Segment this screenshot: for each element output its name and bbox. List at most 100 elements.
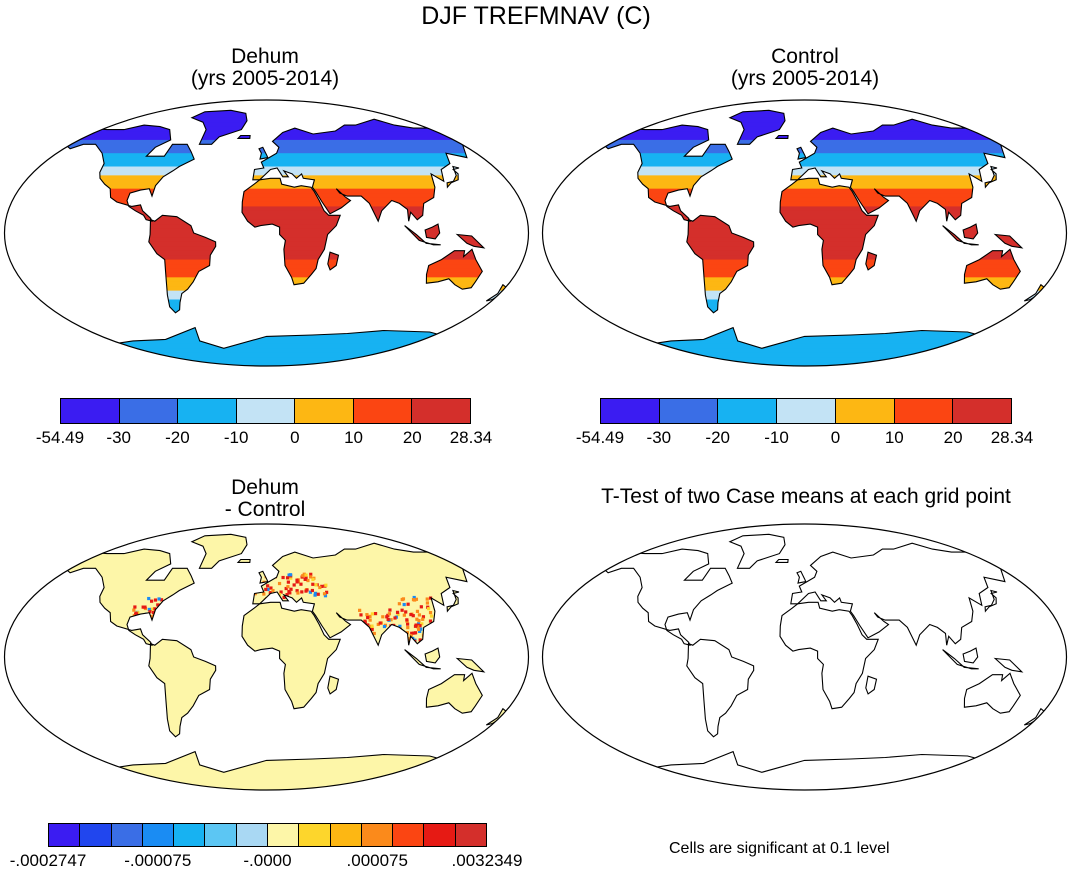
significance-note: Cells are significant at 0.1 level [669, 840, 890, 857]
control-colorbar-tick-label: 10 [884, 428, 904, 447]
diff-coastline-newguinea [455, 657, 486, 673]
diff-colorbar-swatch [361, 824, 394, 846]
diff-colorbar-swatch [174, 824, 206, 846]
dehum-coastline-iceland [236, 134, 251, 139]
control-colorbar-swatch [894, 399, 954, 423]
dehum-panel-title: Dehum (yrs 2005-2014) [135, 46, 395, 90]
dehum-coastline-europeAsia [252, 118, 480, 223]
dehum-coastline-greenland [190, 109, 248, 145]
ttest-coastline-europeAsia [790, 542, 1018, 647]
diff-colorbar-swatch [142, 824, 175, 846]
diff-coastline-australia [425, 672, 483, 714]
diff-coastline-japan [446, 589, 460, 613]
diff-colorbar-swatch [236, 824, 268, 846]
diff-colorbar-tick-label: -.000075 [124, 851, 192, 870]
diff-colorbar-tick-label: -.0000 [243, 851, 292, 870]
control-map-border [541, 99, 1068, 367]
diff-colorbar [48, 823, 487, 847]
diff-panel-title: Dehum - Control [135, 477, 395, 521]
dehum-coastline-newguinea [455, 233, 486, 249]
diff-colorbar-swatch [205, 824, 237, 846]
dehum-map [3, 99, 530, 367]
control-colorbar-tick-label: 0 [830, 428, 841, 447]
dehum-title-line1: Dehum [231, 45, 299, 68]
dehum-coastline-uk [258, 146, 269, 160]
control-coastline-madagascar [865, 251, 878, 271]
dehum-coastline-madagascar [327, 251, 340, 271]
control-panel-title: Control (yrs 2005-2014) [675, 46, 935, 90]
control-coastline-iceland [774, 134, 789, 139]
dehum-coastline-northAmerica [64, 124, 195, 223]
control-colorbar-swatch [835, 399, 895, 423]
ttest-coastline-japan [984, 589, 998, 613]
dehum-colorbar-tick-label: -20 [165, 428, 190, 447]
control-colorbar-swatch [601, 399, 660, 423]
control-colorbar-swatch [953, 399, 1012, 423]
dehum-colorbar-tick-label: -30 [106, 428, 131, 447]
ttest-coastline-iceland [774, 558, 789, 563]
ttest-coastline-indonesia [942, 649, 979, 670]
dehum-colorbar-swatch [236, 399, 296, 423]
ttest-coastline-australia [963, 672, 1021, 714]
diff-colorbar-swatch [455, 824, 486, 846]
control-colorbar-swatch [718, 399, 778, 423]
ttest-coastline-madagascar [865, 675, 878, 695]
diff-coastline-borneo [424, 647, 441, 664]
diff-coastline-northAmerica [64, 548, 195, 647]
diff-colorbar-tick-label: .0032349 [451, 851, 523, 870]
diff-coastline-southAmerica [148, 638, 217, 738]
dehum-colorbar-swatch [178, 399, 237, 423]
control-colorbar-tick-label: -54.49 [575, 428, 625, 447]
dehum-colorbar-tick-label: -10 [223, 428, 249, 447]
dehum-coastline-indonesia [404, 225, 441, 246]
main-title: DJF TREFMNAV (C) [421, 2, 651, 30]
diff-colorbar-swatch [267, 824, 300, 846]
diff-colorbar-swatch [80, 824, 112, 846]
ttest-coastline-southAmerica [686, 638, 755, 738]
control-colorbar-swatch [659, 399, 719, 423]
diff-colorbar-swatch [393, 824, 425, 846]
control-colorbar-tick-label: -20 [705, 428, 730, 447]
control-title-line2: (yrs 2005-2014) [730, 67, 880, 90]
control-colorbar-swatch [777, 399, 836, 423]
ttest-map [541, 523, 1068, 791]
control-coastline-indonesia [942, 225, 979, 246]
ttest-coastline-africa [779, 601, 879, 710]
diff-map-border [3, 523, 530, 791]
control-map [541, 99, 1068, 367]
dehum-colorbar [60, 398, 471, 424]
diff-coastline-uk [258, 570, 269, 584]
diff-colorbar-swatch [299, 824, 331, 846]
dehum-colorbar-swatch [295, 399, 354, 423]
dehum-colorbar-tick-label: 10 [344, 428, 364, 447]
dehum-colorbar-swatch [412, 399, 471, 423]
ttest-coastline-northAmerica [602, 548, 733, 647]
ttest-coastline-newguinea [993, 657, 1024, 673]
diff-coastline-africa [241, 601, 341, 710]
ttest-panel-title: T-Test of two Case means at each grid po… [601, 485, 1011, 508]
control-coastline-northAmerica [602, 124, 733, 223]
dehum-colorbar-swatch [61, 399, 120, 423]
diff-title-line2: - Control [224, 498, 306, 521]
diff-coastline-europeAsia [252, 542, 480, 647]
diff-map [3, 523, 530, 791]
dehum-colorbar-tick-label: -54.49 [35, 428, 85, 447]
control-coastline-southAmerica [686, 214, 755, 314]
dehum-coastline-africa [241, 177, 341, 286]
ttest-map-border [541, 523, 1068, 791]
dehum-coastline-japan [446, 165, 460, 189]
control-coastline-greenland [728, 109, 786, 145]
control-coastline-newguinea [993, 233, 1024, 249]
ttest-ocean [542, 524, 1067, 790]
diff-colorbar-swatch [111, 824, 143, 846]
dehum-map-border [3, 99, 530, 367]
dehum-colorbar-swatch [353, 399, 413, 423]
control-coastline-australia [963, 248, 1021, 290]
dehum-colorbar-tick-label: 20 [402, 428, 422, 447]
ttest-coastline-greenland [728, 533, 786, 569]
control-coastline-japan [984, 165, 998, 189]
dehum-colorbar-swatch [119, 399, 179, 423]
diff-colorbar-tick-label: -.0002747 [9, 851, 87, 870]
diff-colorbar-swatch [330, 824, 362, 846]
diff-colorbar-tick-label: .000075 [346, 851, 408, 870]
